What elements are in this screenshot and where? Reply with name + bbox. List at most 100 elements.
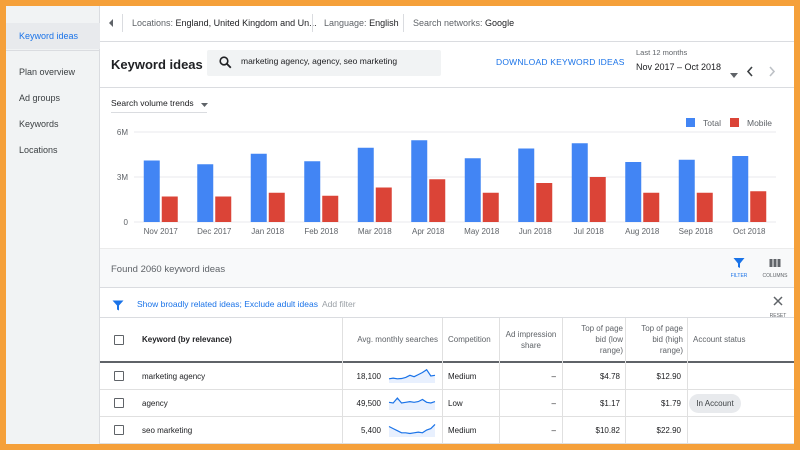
legend-swatch-mobile bbox=[730, 118, 739, 127]
legend-swatch-total bbox=[686, 118, 695, 127]
trend-sparkline bbox=[388, 397, 436, 410]
header-line: Top of page bbox=[581, 324, 623, 334]
collapse-arrow-icon[interactable] bbox=[106, 16, 118, 30]
x-tick-label: Aug 2018 bbox=[625, 227, 660, 236]
bar-mobile bbox=[750, 191, 767, 222]
columns-label: COLUMNS bbox=[762, 273, 788, 279]
bid-high-cell: $22.90 bbox=[656, 426, 681, 435]
sidebar: Keyword ideas Plan overview Ad groups Ke… bbox=[6, 6, 100, 444]
networks-value: Google bbox=[485, 18, 515, 28]
dropdown-label: Search volume trends bbox=[111, 98, 194, 108]
search-volume-bar-chart: 0 3M 6M Nov 2017 Dec 2017 Jan 2018 Feb 2018 Mar… bbox=[117, 128, 776, 236]
close-icon bbox=[773, 296, 783, 306]
bar-total bbox=[304, 161, 321, 222]
in-account-badge[interactable]: In Account bbox=[689, 394, 741, 413]
columns-icon bbox=[769, 259, 781, 267]
table-row[interactable]: agency 49,500 Low – $1.17 $1.79 In Accou… bbox=[100, 390, 794, 417]
sidebar-item-ad-groups[interactable]: Ad groups bbox=[6, 85, 100, 111]
column-divider bbox=[442, 318, 443, 444]
legend-item-mobile: Mobile bbox=[730, 118, 772, 128]
column-divider bbox=[625, 318, 626, 444]
add-filter-button[interactable]: Add filter bbox=[322, 299, 356, 309]
x-tick-label: Jun 2018 bbox=[519, 227, 552, 236]
header-line: share bbox=[520, 340, 541, 350]
columns-button[interactable]: COLUMNS bbox=[760, 257, 790, 279]
divider bbox=[403, 14, 404, 32]
row-checkbox[interactable] bbox=[114, 371, 124, 381]
searches-cell: 5,400 bbox=[360, 426, 381, 435]
header-account-status[interactable]: Account status bbox=[693, 335, 746, 345]
row-checkbox[interactable] bbox=[114, 398, 124, 408]
header-keyword[interactable]: Keyword (by relevance) bbox=[142, 335, 232, 345]
language-label: Language: bbox=[324, 18, 367, 28]
bar-total bbox=[571, 143, 588, 222]
sidebar-divider bbox=[6, 50, 100, 51]
page-title: Keyword ideas bbox=[111, 57, 203, 72]
sidebar-item-keyword-ideas[interactable]: Keyword ideas bbox=[6, 23, 100, 49]
targeting-bar: Locations: England, United Kingdom and U… bbox=[100, 6, 794, 42]
x-tick-label: Sep 2018 bbox=[679, 227, 714, 236]
active-filter-chip[interactable]: Show broadly related ideas; Exclude adul… bbox=[137, 299, 318, 309]
divider bbox=[312, 14, 313, 32]
date-range-selector[interactable]: Last 12 months Nov 2017 – Oct 2018 bbox=[636, 48, 738, 78]
keyword-search-input[interactable] bbox=[241, 56, 431, 66]
column-divider bbox=[562, 318, 563, 444]
table-header-row: Keyword (by relevance) Avg. monthly sear… bbox=[100, 318, 794, 363]
keyword-cell[interactable]: seo marketing bbox=[142, 426, 193, 435]
sparkline-area bbox=[389, 398, 435, 410]
bar-mobile bbox=[161, 196, 178, 222]
results-count: Found 2060 keyword ideas bbox=[111, 264, 226, 275]
header-top-of-page-bid-low[interactable]: Top of page bid (low range) bbox=[563, 318, 623, 363]
page-header: Keyword ideas DOWNLOAD KEYWORD IDEAS Las… bbox=[100, 42, 794, 88]
locations-value: England, United Kingdom and Un... bbox=[175, 18, 317, 28]
header-competition[interactable]: Competition bbox=[448, 335, 491, 345]
filter-icon bbox=[733, 258, 745, 268]
sidebar-item-keywords[interactable]: Keywords bbox=[6, 111, 100, 137]
download-keyword-ideas-button[interactable]: DOWNLOAD KEYWORD IDEAS bbox=[496, 57, 625, 67]
reset-label: RESET bbox=[769, 313, 787, 319]
locations-label: Locations: bbox=[132, 18, 174, 28]
search-volume-trends-dropdown[interactable]: Search volume trends bbox=[111, 98, 209, 109]
filter-button[interactable]: FILTER bbox=[724, 257, 754, 279]
y-tick-label: 3M bbox=[117, 173, 128, 182]
table-row[interactable]: marketing agency 18,100 Medium – $4.78 $… bbox=[100, 363, 794, 390]
language-setting[interactable]: Language: English bbox=[324, 18, 399, 28]
x-tick-label: Jan 2018 bbox=[251, 227, 284, 236]
header-ad-impression-share[interactable]: Ad impression share bbox=[500, 318, 562, 363]
sidebar-item-plan-overview[interactable]: Plan overview bbox=[6, 59, 100, 85]
header-line: Top of page bbox=[641, 324, 683, 334]
dropdown-underline bbox=[111, 112, 207, 113]
select-all-checkbox[interactable] bbox=[114, 335, 124, 345]
reset-filters-button[interactable]: RESET bbox=[768, 293, 788, 319]
legend-label-total: Total bbox=[703, 118, 721, 128]
bar-mobile bbox=[536, 183, 553, 222]
keyword-cell[interactable]: marketing agency bbox=[142, 372, 206, 381]
language-value: English bbox=[369, 18, 399, 28]
networks-setting[interactable]: Search networks: Google bbox=[413, 18, 514, 28]
impression-share-cell: – bbox=[551, 372, 556, 381]
chevron-right-icon[interactable] bbox=[768, 64, 776, 82]
divider bbox=[122, 14, 123, 32]
row-checkbox[interactable] bbox=[114, 425, 124, 435]
column-divider bbox=[687, 318, 688, 444]
bid-high-cell: $1.79 bbox=[660, 399, 681, 408]
column-divider bbox=[499, 318, 500, 444]
header-line: bid (high bbox=[652, 335, 683, 345]
bid-high-cell: $12.90 bbox=[656, 372, 681, 381]
table-row[interactable]: seo marketing 5,400 Medium – $10.82 $22.… bbox=[100, 417, 794, 444]
chevron-left-icon[interactable] bbox=[746, 64, 754, 82]
header-avg-monthly-searches[interactable]: Avg. monthly searches bbox=[357, 335, 438, 345]
y-tick-label: 6M bbox=[117, 128, 128, 137]
keyword-planner-window: Keyword ideas Plan overview Ad groups Ke… bbox=[6, 6, 794, 444]
locations-setting[interactable]: Locations: England, United Kingdom and U… bbox=[132, 18, 317, 28]
impression-share-cell: – bbox=[551, 399, 556, 408]
competition-cell: Medium bbox=[448, 426, 477, 435]
trend-sparkline bbox=[388, 423, 436, 437]
keyword-cell[interactable]: agency bbox=[142, 399, 168, 408]
sidebar-item-locations[interactable]: Locations bbox=[6, 137, 100, 163]
bar-total bbox=[250, 153, 267, 222]
header-top-of-page-bid-high[interactable]: Top of page bid (high range) bbox=[625, 318, 683, 363]
keyword-search-box[interactable] bbox=[207, 50, 441, 76]
bar-mobile bbox=[643, 192, 660, 222]
bar-total bbox=[357, 147, 374, 222]
